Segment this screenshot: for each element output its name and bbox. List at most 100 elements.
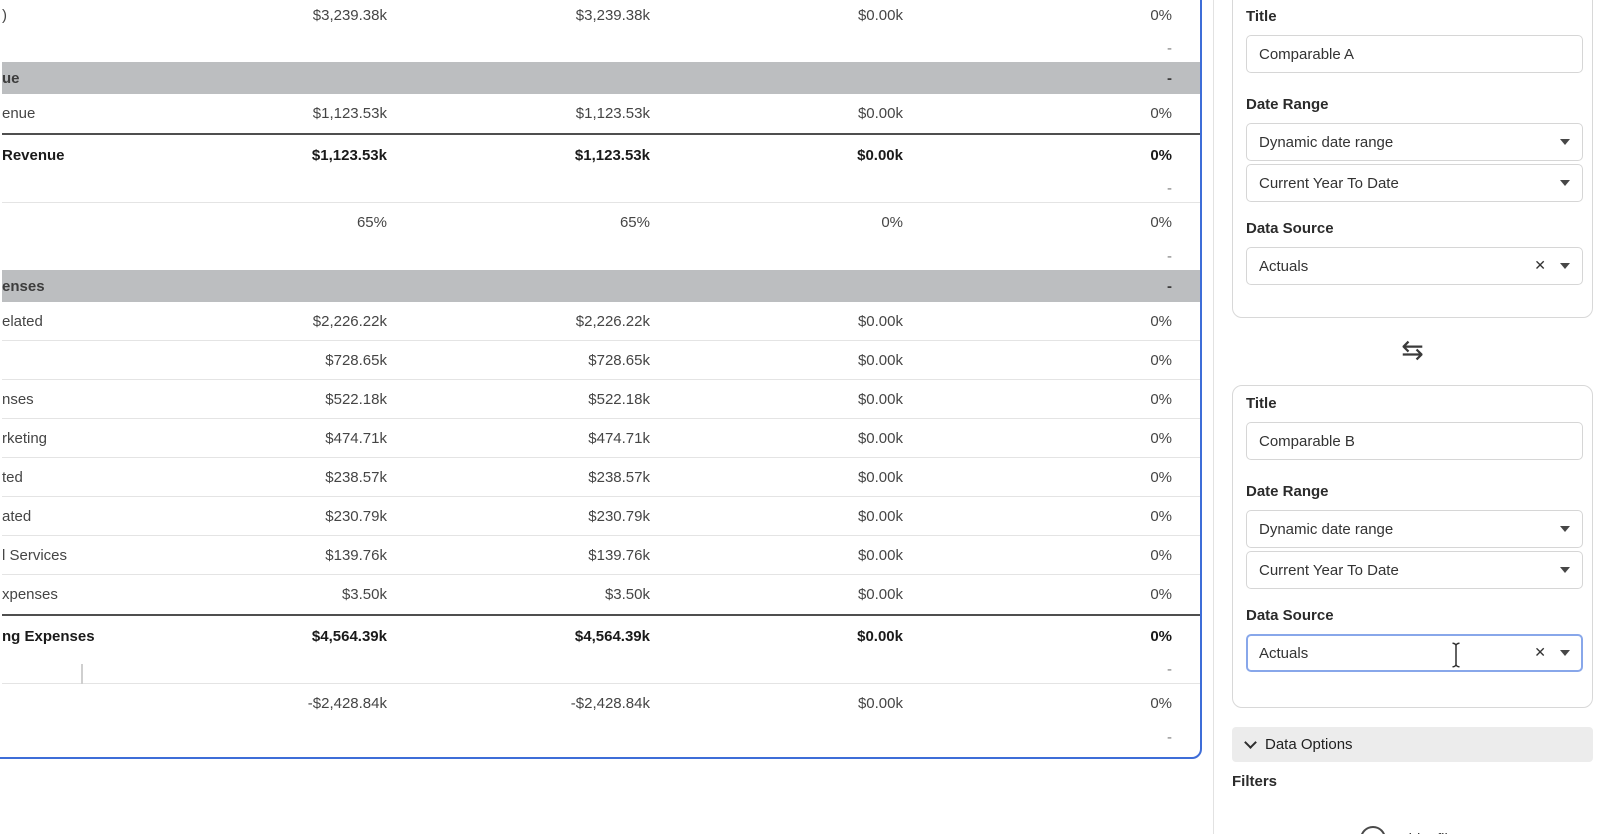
chevron-down-icon[interactable] — [1560, 650, 1570, 656]
row-label: l Services — [2, 546, 68, 564]
section-dash: - — [1167, 69, 1172, 87]
cell-delta: 0% — [881, 214, 903, 231]
row-label: Revenue — [2, 146, 65, 164]
cell-delta-pct: 0% — [1150, 695, 1172, 712]
variance-dash: - — [1167, 661, 1172, 678]
row-label: rketing — [2, 429, 48, 447]
table-row: $728.65k $728.65k $0.00k 0% — [2, 341, 1200, 380]
variance-dash: - — [1167, 247, 1172, 265]
data-source-label: Data Source — [1246, 220, 1334, 237]
table-row: nses $522.18k $522.18k $0.00k 0% — [2, 380, 1200, 419]
cell-delta: $0.00k — [857, 351, 903, 369]
cell-delta: $0.00k — [857, 390, 903, 408]
table-row: -$2,428.84k -$2,428.84k $0.00k 0% — [2, 684, 1200, 723]
cell-comparable-a: $139.76k — [325, 546, 387, 564]
cell-comparable-b: $238.57k — [588, 468, 650, 486]
cell-comparable-b: 65% — [619, 214, 650, 231]
chevron-down-icon[interactable] — [1560, 180, 1570, 186]
title-input-a[interactable]: Comparable A — [1246, 35, 1583, 73]
chevron-down-icon[interactable] — [1560, 526, 1570, 532]
cell-comparable-b: $230.79k — [588, 507, 650, 525]
cell-delta-pct: 0% — [1150, 507, 1172, 525]
cell-delta-pct: 0% — [1150, 390, 1172, 408]
chevron-down-icon[interactable] — [1560, 139, 1570, 145]
date-range-preset-select-b[interactable]: Current Year To Date — [1246, 551, 1583, 589]
date-range-mode-value-b: Dynamic date range — [1259, 520, 1394, 538]
cell-delta-pct: 0% — [1150, 351, 1172, 369]
chevron-down-icon — [1244, 736, 1257, 749]
title-label: Title — [1246, 395, 1277, 412]
cell-delta: $0.00k — [857, 546, 903, 564]
financial-table: ) $3,239.38k $3,239.38k $0.00k 0% - ue -… — [2, 0, 1200, 751]
cell-delta-pct: 0% — [1150, 146, 1172, 164]
cell-comparable-a: $2,226.22k — [312, 312, 387, 330]
cell-delta-pct: 0% — [1150, 429, 1172, 447]
cell-comparable-b: $1,123.53k — [575, 105, 650, 122]
table-row: xpenses $3.50k $3.50k $0.00k 0% — [2, 575, 1200, 614]
row-label: ) — [2, 6, 7, 24]
row-label: ng Expenses — [2, 627, 95, 645]
cell-delta-pct: 0% — [1150, 586, 1172, 603]
cell-comparable-b: $2,226.22k — [575, 312, 650, 330]
clear-icon[interactable]: ✕ — [1534, 258, 1546, 274]
table-variance-row: - — [2, 175, 1200, 203]
data-options-label: Data Options — [1265, 736, 1353, 753]
data-options-header[interactable]: Data Options — [1232, 727, 1593, 762]
date-range-mode-select-b[interactable]: Dynamic date range — [1246, 510, 1583, 548]
cell-comparable-a: $1,123.53k — [311, 146, 387, 164]
cell-delta: $0.00k — [857, 586, 903, 603]
data-source-label: Data Source — [1246, 607, 1334, 624]
row-label: nses — [2, 390, 34, 408]
date-range-preset-select-a[interactable]: Current Year To Date — [1246, 164, 1583, 202]
cell-comparable-b: $474.71k — [588, 429, 650, 447]
comparable-b-settings-card: Title Comparable B Date Range Dynamic da… — [1232, 385, 1593, 708]
data-source-select-b[interactable]: Actuals ✕ — [1246, 634, 1583, 672]
section-dash: - — [1167, 277, 1172, 295]
comparable-a-settings-card: Title Comparable A Date Range Dynamic da… — [1232, 0, 1593, 318]
variance-dash: - — [1167, 728, 1172, 746]
section-label: ue — [2, 69, 20, 87]
table-row: 65% 65% 0% 0% — [2, 203, 1200, 242]
cell-comparable-b: $4,564.39k — [574, 627, 650, 645]
add-filter-button[interactable]: + Add a filter — [1232, 819, 1593, 834]
cell-comparable-a: $522.18k — [325, 390, 387, 408]
cell-comparable-b: $3.50k — [604, 586, 650, 603]
cell-delta: $0.00k — [857, 468, 903, 486]
cell-comparable-a: $3,239.38k — [312, 6, 387, 24]
cell-delta: $0.00k — [857, 507, 903, 525]
chevron-down-icon[interactable] — [1560, 263, 1570, 269]
data-source-value-a: Actuals — [1259, 257, 1309, 275]
cell-delta: $0.00k — [857, 429, 903, 447]
cell-comparable-b: $3,239.38k — [575, 6, 650, 24]
data-source-value-b: Actuals — [1259, 644, 1309, 662]
row-label: elated — [2, 312, 43, 330]
ibeam-cursor — [1452, 642, 1460, 668]
cell-delta: $0.00k — [857, 312, 903, 330]
cell-comparable-b: $139.76k — [588, 546, 650, 564]
cell-comparable-b: -$2,428.84k — [570, 695, 650, 712]
panel-divider — [1213, 0, 1214, 834]
cell-delta-pct: 0% — [1150, 105, 1172, 122]
cell-delta: $0.00k — [857, 146, 903, 164]
date-range-preset-value-a: Current Year To Date — [1259, 174, 1399, 192]
date-range-mode-select-a[interactable]: Dynamic date range — [1246, 123, 1583, 161]
filters-label: Filters — [1232, 773, 1278, 790]
swap-horizontal-icon[interactable]: ⇆ — [1401, 334, 1424, 366]
cell-comparable-a: $4,564.39k — [311, 627, 387, 645]
table-section-header: enses - — [2, 270, 1200, 302]
variance-dash: - — [1167, 180, 1172, 197]
cell-delta-pct: 0% — [1150, 214, 1172, 231]
cell-delta-pct: 0% — [1150, 627, 1172, 645]
cell-comparable-a: 65% — [356, 214, 387, 231]
clear-icon[interactable]: ✕ — [1534, 645, 1546, 661]
swap-comparables-button[interactable]: ⇆ — [1232, 332, 1593, 368]
title-input-b[interactable]: Comparable B — [1246, 422, 1583, 460]
cell-comparable-b: $728.65k — [588, 351, 650, 369]
report-table-card[interactable]: ) $3,239.38k $3,239.38k $0.00k 0% - ue -… — [0, 0, 1202, 759]
chevron-down-icon[interactable] — [1560, 567, 1570, 573]
cell-delta-pct: 0% — [1150, 468, 1172, 486]
cell-comparable-a: $238.57k — [325, 468, 387, 486]
table-cell-cursor — [81, 664, 83, 684]
table-row: rketing $474.71k $474.71k $0.00k 0% — [2, 419, 1200, 458]
data-source-select-a[interactable]: Actuals ✕ — [1246, 247, 1583, 285]
